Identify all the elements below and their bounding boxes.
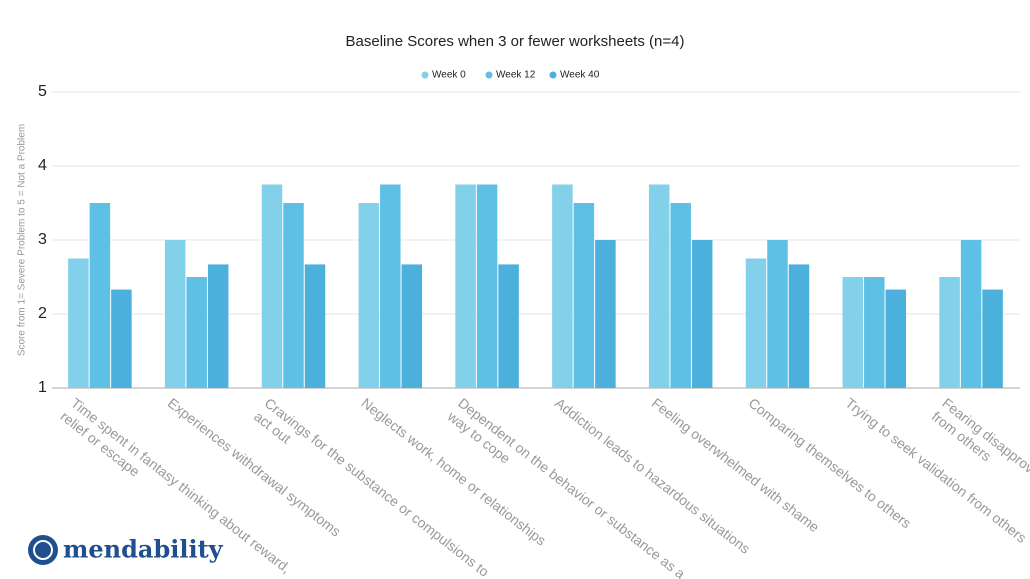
logo-icon-inner	[33, 540, 53, 560]
bar	[842, 277, 864, 388]
bar	[939, 277, 960, 388]
y-tick-label: 1	[38, 379, 47, 396]
y-tick-label: 3	[38, 231, 47, 248]
legend-marker	[421, 71, 429, 79]
bar	[283, 203, 304, 388]
logo-text: mendability	[63, 535, 224, 564]
chart-title: Baseline Scores when 3 or fewer workshee…	[346, 33, 685, 50]
bar	[89, 203, 111, 388]
bar	[788, 264, 810, 388]
bar	[595, 240, 616, 388]
bar	[358, 203, 380, 388]
x-tick-label: Feeling overwhelmed with shame	[649, 395, 823, 536]
logo: mendability	[28, 535, 224, 565]
x-tick-label: Comparing themselves to others	[746, 395, 915, 532]
bar	[691, 240, 713, 388]
bar	[380, 184, 401, 388]
x-tick-label-group: Feeling overwhelmed with shame	[649, 395, 823, 536]
legend-marker	[549, 71, 557, 79]
bar	[304, 264, 326, 388]
legend-label: Week 40	[560, 70, 600, 81]
legend-label: Week 12	[496, 70, 536, 81]
bar	[573, 203, 595, 388]
x-tick-label-group: Comparing themselves to others	[746, 395, 915, 532]
x-tick-label-group: Addiction leads to hazardous situations	[552, 395, 753, 557]
y-axis-label: Score from 1= Severe Problem to 5 = Not …	[17, 124, 28, 356]
bar	[498, 264, 519, 388]
bar	[552, 184, 573, 388]
legend-label: Week 0	[432, 70, 466, 81]
bar	[885, 289, 907, 388]
bar	[68, 258, 89, 388]
bar	[982, 289, 1003, 388]
y-tick-label: 4	[38, 157, 47, 174]
bar	[745, 258, 767, 388]
bar	[670, 203, 691, 388]
legend-marker	[485, 71, 493, 79]
x-tick-label: Addiction leads to hazardous situations	[552, 395, 753, 557]
bar	[261, 184, 283, 388]
y-tick-label: 5	[38, 83, 47, 100]
bar	[476, 184, 498, 388]
bar	[455, 184, 476, 388]
bar	[401, 264, 423, 388]
bar	[864, 277, 885, 388]
bar	[111, 289, 132, 388]
bar	[960, 240, 982, 388]
y-tick-label: 2	[38, 305, 47, 322]
bar	[186, 277, 207, 388]
logo-icon	[28, 535, 58, 565]
bar	[767, 240, 788, 388]
bar	[164, 240, 186, 388]
bar	[207, 264, 229, 388]
bar	[648, 184, 670, 388]
